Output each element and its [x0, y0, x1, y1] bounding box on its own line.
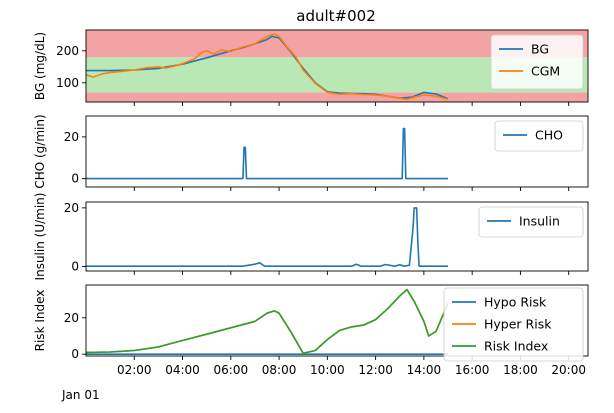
range-band [86, 92, 588, 102]
y-tick-label: 20 [64, 130, 79, 144]
series-line-cgm [85, 33, 449, 101]
y-tick-label: 0 [71, 172, 79, 186]
axes-frame [85, 29, 589, 103]
subplot-1: 100 200 BG (mg/dL) BG CGM [33, 29, 589, 106]
x-tick-label: 18:00 [503, 363, 538, 377]
series-line-cho [86, 127, 448, 180]
series-line-insulin [86, 207, 448, 268]
x-tick-label: 12:00 [358, 363, 393, 377]
y-axis-label: Risk Index [33, 290, 47, 352]
y-axis-label: BG (mg/dL) [33, 32, 47, 100]
y-tick-label: 200 [56, 44, 79, 58]
series-line-hyper-risk [85, 288, 449, 355]
y-tick-label: 20 [64, 311, 79, 325]
y-tick-label: 100 [56, 76, 79, 90]
chart-title: adult#002 [296, 7, 375, 25]
x-date-label: Jan 01 [61, 388, 100, 402]
x-tick-label: 02:00 [117, 363, 152, 377]
y-axis-label: Insulin (U/min) [33, 193, 47, 281]
y-tick-label: 0 [71, 347, 79, 361]
legend-entry: Hyper Risk [484, 317, 552, 332]
x-tick-label: 06:00 [214, 363, 249, 377]
x-tick-label: 16:00 [455, 363, 490, 377]
x-tick-label: 04:00 [165, 363, 200, 377]
legend-entry: Hypo Risk [484, 295, 547, 310]
legend-entry: Risk Index [484, 339, 548, 354]
legend-entry: BG [531, 42, 549, 57]
axes-frame [85, 115, 589, 188]
legend: Insulin [478, 206, 584, 238]
legend-box [494, 120, 584, 152]
axes-frame [85, 201, 589, 272]
y-axis-label: CHO (g/min) [33, 114, 47, 188]
y-tick-label: 20 [64, 201, 79, 215]
legend-entry: CHO [535, 128, 563, 143]
subplot-2: 0 20 CHO (g/min) CHO [33, 114, 589, 191]
legend: CHO [494, 120, 584, 152]
series-line-risk-index [85, 288, 449, 355]
legend-box [478, 206, 584, 238]
x-tick-label: 10:00 [310, 363, 345, 377]
x-tick-label: 14:00 [407, 363, 442, 377]
y-tick-label: 0 [71, 260, 79, 274]
legend-entry: Insulin [519, 214, 560, 229]
legend: BG CGM [490, 34, 584, 90]
legend-box [443, 287, 584, 362]
subplot-3: 0 20 Insulin (U/min) Insulin [33, 193, 589, 281]
legend-entry: CGM [531, 64, 560, 79]
subplot-4: 0 20 02:00 04:00 06:00 08:00 10:00 12:00 14:00 16… [33, 284, 589, 377]
axes-frame [85, 284, 589, 357]
x-tick-label: 08:00 [262, 363, 297, 377]
legend: Hypo Risk Hyper Risk Risk Index [443, 287, 584, 362]
x-tick-label: 20:00 [551, 363, 586, 377]
